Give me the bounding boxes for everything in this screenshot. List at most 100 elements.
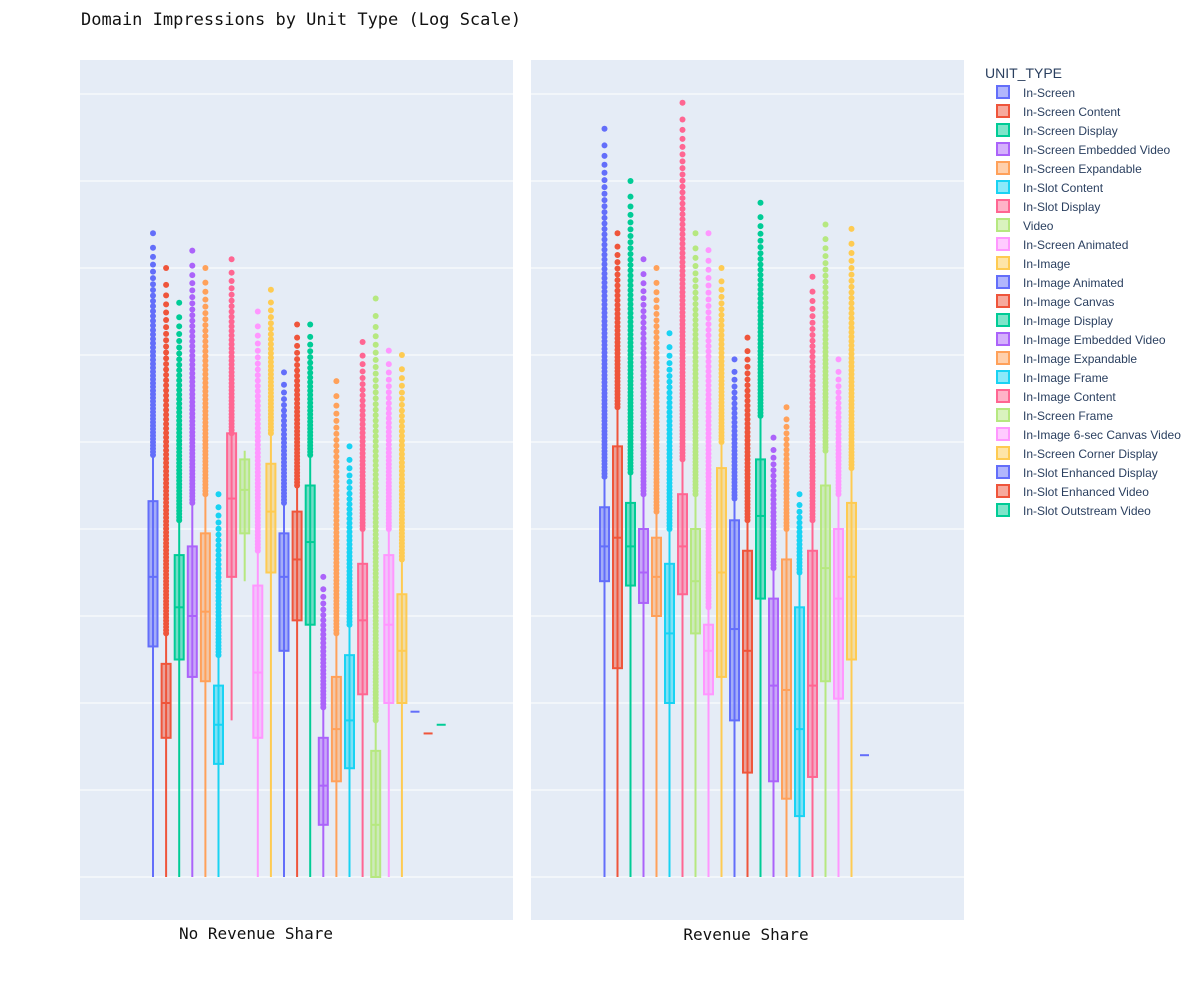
outlier-point [163,349,170,356]
legend-swatch [996,85,1010,99]
outlier-point [150,340,156,347]
box-in-image-display[interactable] [755,199,766,877]
legend-item[interactable]: In-Slot Outstream Video [996,503,1151,518]
box-in-image-canvas[interactable] [742,334,753,877]
outlier-point [333,487,340,494]
box-in-screen-animated[interactable] [252,308,264,878]
box-in-screen-display[interactable] [625,178,636,877]
outlier-point [705,377,712,384]
legend-item[interactable]: In-Screen Frame [996,408,1113,423]
outlier-point [835,400,842,407]
box-body [768,597,779,783]
box-in-image[interactable] [265,286,277,877]
outlier-point [640,372,647,379]
box-in-image-display[interactable] [304,321,316,877]
box-in-screen[interactable] [599,125,610,877]
legend-item[interactable]: In-Slot Enhanced Display [996,465,1158,480]
legend-swatch [996,142,1010,156]
legend-item[interactable]: In-Image Display [996,313,1113,328]
outlier-point [640,271,647,278]
legend-item[interactable]: In-Image Expandable [996,351,1137,366]
box-in-screen-embedded-video[interactable] [638,256,649,877]
box-video[interactable] [690,230,701,877]
box-in-screen-corner-display[interactable] [846,225,857,877]
box-in-image-expandable[interactable] [330,378,342,877]
legend-item[interactable]: In-Screen Embedded Video [996,142,1171,157]
legend-item[interactable]: Video [996,218,1054,233]
box-in-screen-expandable[interactable] [651,265,662,877]
legend-item[interactable]: In-Screen Corner Display [996,446,1158,461]
box-body [226,432,238,578]
box-in-slot-content[interactable] [664,330,675,877]
box-body [199,532,211,683]
box-in-screen-frame[interactable] [370,295,382,878]
box-in-screen-content[interactable] [612,230,623,877]
legend-item[interactable]: In-Slot Enhanced Video [996,484,1149,499]
box-in-slot-display[interactable] [226,256,238,721]
outlier-point [215,537,222,544]
legend-item[interactable]: In-Image Embedded Video [996,332,1166,347]
outlier-point [215,504,222,511]
outlier-point [372,489,379,496]
box-in-screen-display[interactable] [173,299,185,877]
box-in-slot-content[interactable] [213,491,224,877]
legend-swatch [996,237,1010,251]
outlier-point [398,556,405,563]
outlier-point [163,292,170,299]
outlier-point [346,490,353,497]
box-in-image-frame[interactable] [344,443,355,877]
outlier-point [757,223,764,230]
box-in-image-embedded-video[interactable] [317,573,329,877]
outlier-point [215,570,222,577]
box-in-screen-content[interactable] [160,265,172,877]
outlier-point [653,368,660,375]
outlier-point [679,289,686,296]
box-in-image-content[interactable] [357,338,369,877]
legend-item[interactable]: In-Image Frame [996,370,1109,385]
box-in-screen-expandable[interactable] [199,265,211,877]
legend-item[interactable]: In-Image Canvas [996,294,1114,309]
legend-item[interactable]: In-Image 6-sec Canvas Video [996,427,1181,442]
outlier-point [822,272,829,279]
legend-item[interactable]: In-Screen Content [996,104,1121,119]
outlier-point [176,331,183,338]
legend-item[interactable]: In-Screen Expandable [996,161,1142,176]
box-in-image-canvas[interactable] [291,321,303,877]
legend-item[interactable]: In-Screen [996,85,1075,100]
legend-item[interactable]: In-Screen Display [996,123,1118,138]
outlier-point [176,337,183,344]
legend-item[interactable]: In-Image Content [996,389,1116,404]
box-in-image-expandable[interactable] [781,404,792,877]
outlier-point [692,270,699,277]
outlier-point [627,193,634,200]
legend-item[interactable]: In-Image Animated [996,275,1124,290]
box-in-image-embedded-video[interactable] [768,434,779,877]
box-in-slot-display[interactable] [677,99,688,877]
box-in-image-animated[interactable] [278,369,290,877]
box-in-image-6-sec-canvas-video[interactable] [833,356,844,877]
outlier-point [202,279,209,286]
box-video[interactable] [239,450,251,582]
box-in-screen-frame[interactable] [820,221,831,878]
outlier-point [770,500,777,507]
box-in-screen[interactable] [147,230,159,877]
outlier-point [601,231,608,238]
box-in-image-content[interactable] [807,273,818,877]
outlier-point [679,135,686,142]
legend-item[interactable]: In-Slot Content [996,180,1104,195]
box-in-image-frame[interactable] [794,491,805,877]
legend[interactable]: In-Screen In-Screen Content In-Screen Disp… [996,85,1181,518]
box-in-image-animated[interactable] [729,356,740,877]
legend-item[interactable]: In-Image [996,256,1071,271]
legend-item[interactable]: In-Screen Animated [996,237,1128,252]
box-in-screen-animated[interactable] [703,230,714,877]
outlier-point [653,323,660,330]
box-in-image[interactable] [716,265,727,877]
box-in-image-6-sec-canvas-video[interactable] [383,347,395,877]
outlier-point [346,621,353,628]
legend-item[interactable]: In-Slot Display [996,199,1100,214]
box-in-screen-corner-display[interactable] [396,352,408,877]
box-in-screen-embedded-video[interactable] [186,247,198,877]
outlier-point [333,500,340,507]
outlier-point [783,441,790,448]
